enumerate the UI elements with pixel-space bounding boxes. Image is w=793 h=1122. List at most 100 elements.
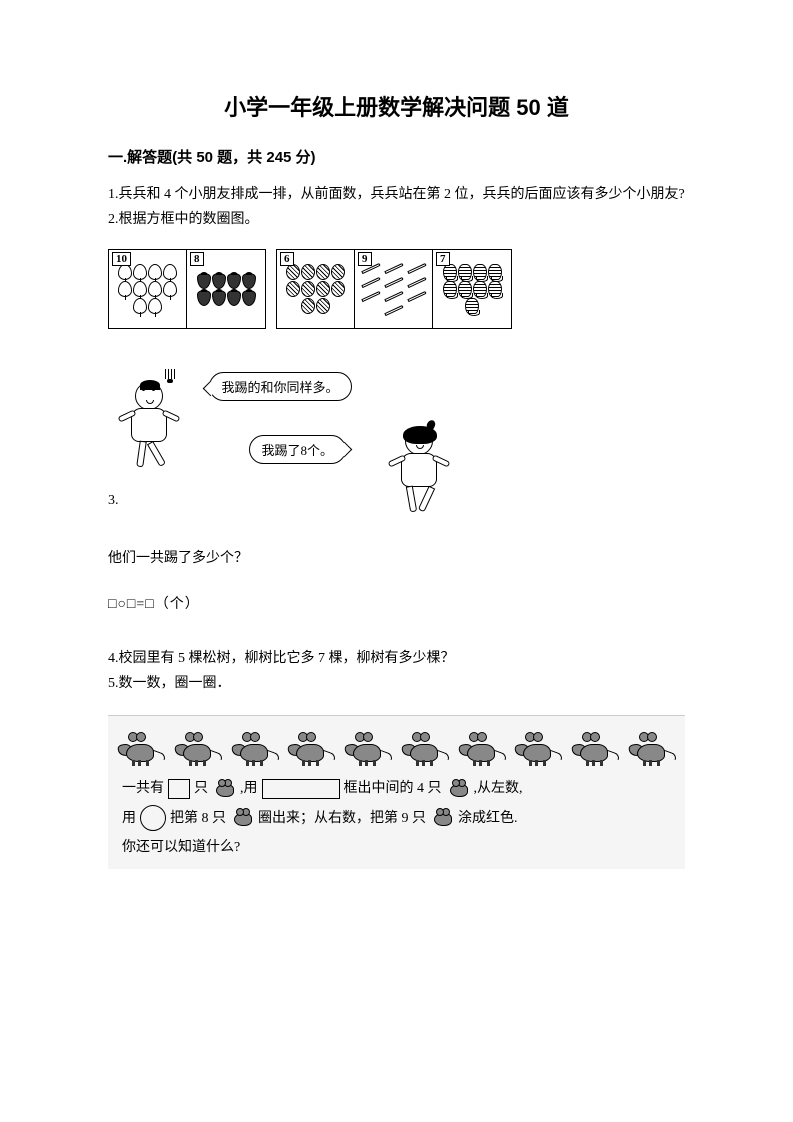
mice-line-3: 你还可以知道什么?	[122, 833, 671, 862]
page-title: 小学一年级上册数学解决问题 50 道	[108, 90, 685, 122]
pencil-icon	[407, 277, 426, 288]
count-cell-1: 10	[109, 250, 187, 328]
count-group-1: 10 8	[108, 249, 266, 329]
corn-icon	[443, 264, 457, 280]
mice-text-2d: 涂成红色.	[458, 804, 518, 833]
count-cell-4: 9	[355, 250, 433, 328]
corn-icon	[473, 281, 487, 297]
question-3-equation: □○□=□（个）	[108, 593, 685, 613]
corn-icon	[443, 281, 457, 297]
corn-icon	[488, 281, 502, 297]
mouse-icon	[631, 726, 673, 766]
count-num-5: 7	[436, 252, 450, 266]
balloon-icon	[133, 264, 147, 280]
corn-icon	[465, 298, 479, 314]
mice-text-2c: 圈出来；从右数，把第 9 只	[258, 804, 426, 833]
mouse-icon	[120, 726, 162, 766]
kid-boy	[119, 382, 179, 472]
mice-text-1d: 框出中间的 4 只	[344, 774, 442, 803]
pencil-icon	[384, 305, 403, 316]
nut-icon	[301, 264, 315, 280]
mice-text-3: 你还可以知道什么?	[122, 833, 240, 862]
question-3-number: 3.	[108, 493, 119, 509]
nut-icon	[286, 281, 300, 297]
shuttlecock-icon	[165, 369, 175, 383]
corn-icon	[458, 264, 472, 280]
mouse-icon	[290, 726, 332, 766]
mouse-icon	[177, 726, 219, 766]
balloon-icon	[148, 281, 162, 297]
pencil-icon	[361, 291, 380, 302]
pencil-icon	[384, 263, 403, 274]
kid-girl	[389, 427, 449, 517]
strawberry-icon	[242, 273, 256, 289]
pencil-icon	[361, 277, 380, 288]
strawberry-icon	[212, 290, 226, 306]
nut-icon	[316, 264, 330, 280]
mouse-icon	[430, 808, 454, 828]
mice-figure: 一共有 只 ,用 框出中间的 4 只 ,从左数, 用 把第 8 只 圈出来；从右…	[108, 715, 685, 868]
count-cell-2: 8	[187, 250, 265, 328]
count-num-3: 6	[280, 252, 294, 266]
count-figure: 10 8 6 9 7	[108, 249, 685, 329]
question-1: 1.兵兵和 4 个小朋友排成一排，从前面数，兵兵站在第 2 位，兵兵的后面应该有…	[108, 183, 685, 206]
blank-rect-icon	[262, 779, 340, 799]
mice-text-1c: ,用	[240, 774, 258, 803]
strawberry-icon	[197, 273, 211, 289]
balloon-icon	[133, 281, 147, 297]
count-num-1: 10	[112, 252, 131, 266]
mouse-icon	[212, 779, 236, 799]
pencil-icon	[384, 277, 403, 288]
mouse-icon	[347, 726, 389, 766]
balloon-icon	[163, 264, 177, 280]
kick-scene-figure: 我踢的和你同样多。 我踢了8个。	[119, 367, 459, 517]
pencil-icon	[407, 291, 426, 302]
mouse-icon	[574, 726, 616, 766]
corn-icon	[473, 264, 487, 280]
nut-icon	[316, 281, 330, 297]
mouse-icon	[404, 726, 446, 766]
speech-bubble-2: 我踢了8个。	[249, 435, 347, 464]
mice-text: 一共有 只 ,用 框出中间的 4 只 ,从左数, 用 把第 8 只 圈出来；从右…	[112, 774, 681, 862]
mice-text-2b: 把第 8 只	[170, 804, 226, 833]
question-4: 4.校园里有 5 棵松树，柳树比它多 7 棵，柳树有多少棵？	[108, 647, 685, 670]
strawberry-icon	[227, 273, 241, 289]
mouse-icon	[234, 726, 276, 766]
corn-icon	[458, 281, 472, 297]
mice-row	[112, 724, 681, 774]
pencil-icon	[407, 263, 426, 274]
nut-icon	[331, 281, 345, 297]
balloon-icon	[148, 298, 162, 314]
count-num-4: 9	[358, 252, 372, 266]
question-2: 2.根据方框中的数圈图。	[108, 208, 685, 231]
corn-icon	[488, 264, 502, 280]
nut-icon	[316, 298, 330, 314]
pencil-icon	[384, 291, 403, 302]
question-3-sub: 他们一共踢了多少个？	[108, 547, 685, 567]
count-cell-5: 7	[433, 250, 511, 328]
balloon-icon	[118, 281, 132, 297]
strawberry-icon	[212, 273, 226, 289]
count-num-2: 8	[190, 252, 204, 266]
nut-icon	[301, 281, 315, 297]
mouse-icon	[461, 726, 503, 766]
balloon-icon	[148, 264, 162, 280]
nut-icon	[286, 264, 300, 280]
strawberry-icon	[242, 290, 256, 306]
nut-icon	[331, 264, 345, 280]
mouse-icon	[230, 808, 254, 828]
balloon-icon	[133, 298, 147, 314]
mice-text-2a: 用	[122, 804, 136, 833]
balloon-icon	[163, 281, 177, 297]
mice-line-2: 用 把第 8 只 圈出来；从右数，把第 9 只 涂成红色.	[122, 804, 671, 833]
mice-text-1b: 只	[194, 774, 208, 803]
strawberry-icon	[197, 290, 211, 306]
mice-text-1a: 一共有	[122, 774, 164, 803]
blank-circle-icon	[140, 805, 166, 831]
speech-bubble-1: 我踢的和你同样多。	[209, 372, 352, 401]
mouse-icon	[446, 779, 470, 799]
mice-text-1e: ,从左数,	[474, 774, 523, 803]
section-header: 一.解答题(共 50 题，共 245 分)	[108, 146, 685, 167]
count-cell-3: 6	[277, 250, 355, 328]
mouse-icon	[517, 726, 559, 766]
